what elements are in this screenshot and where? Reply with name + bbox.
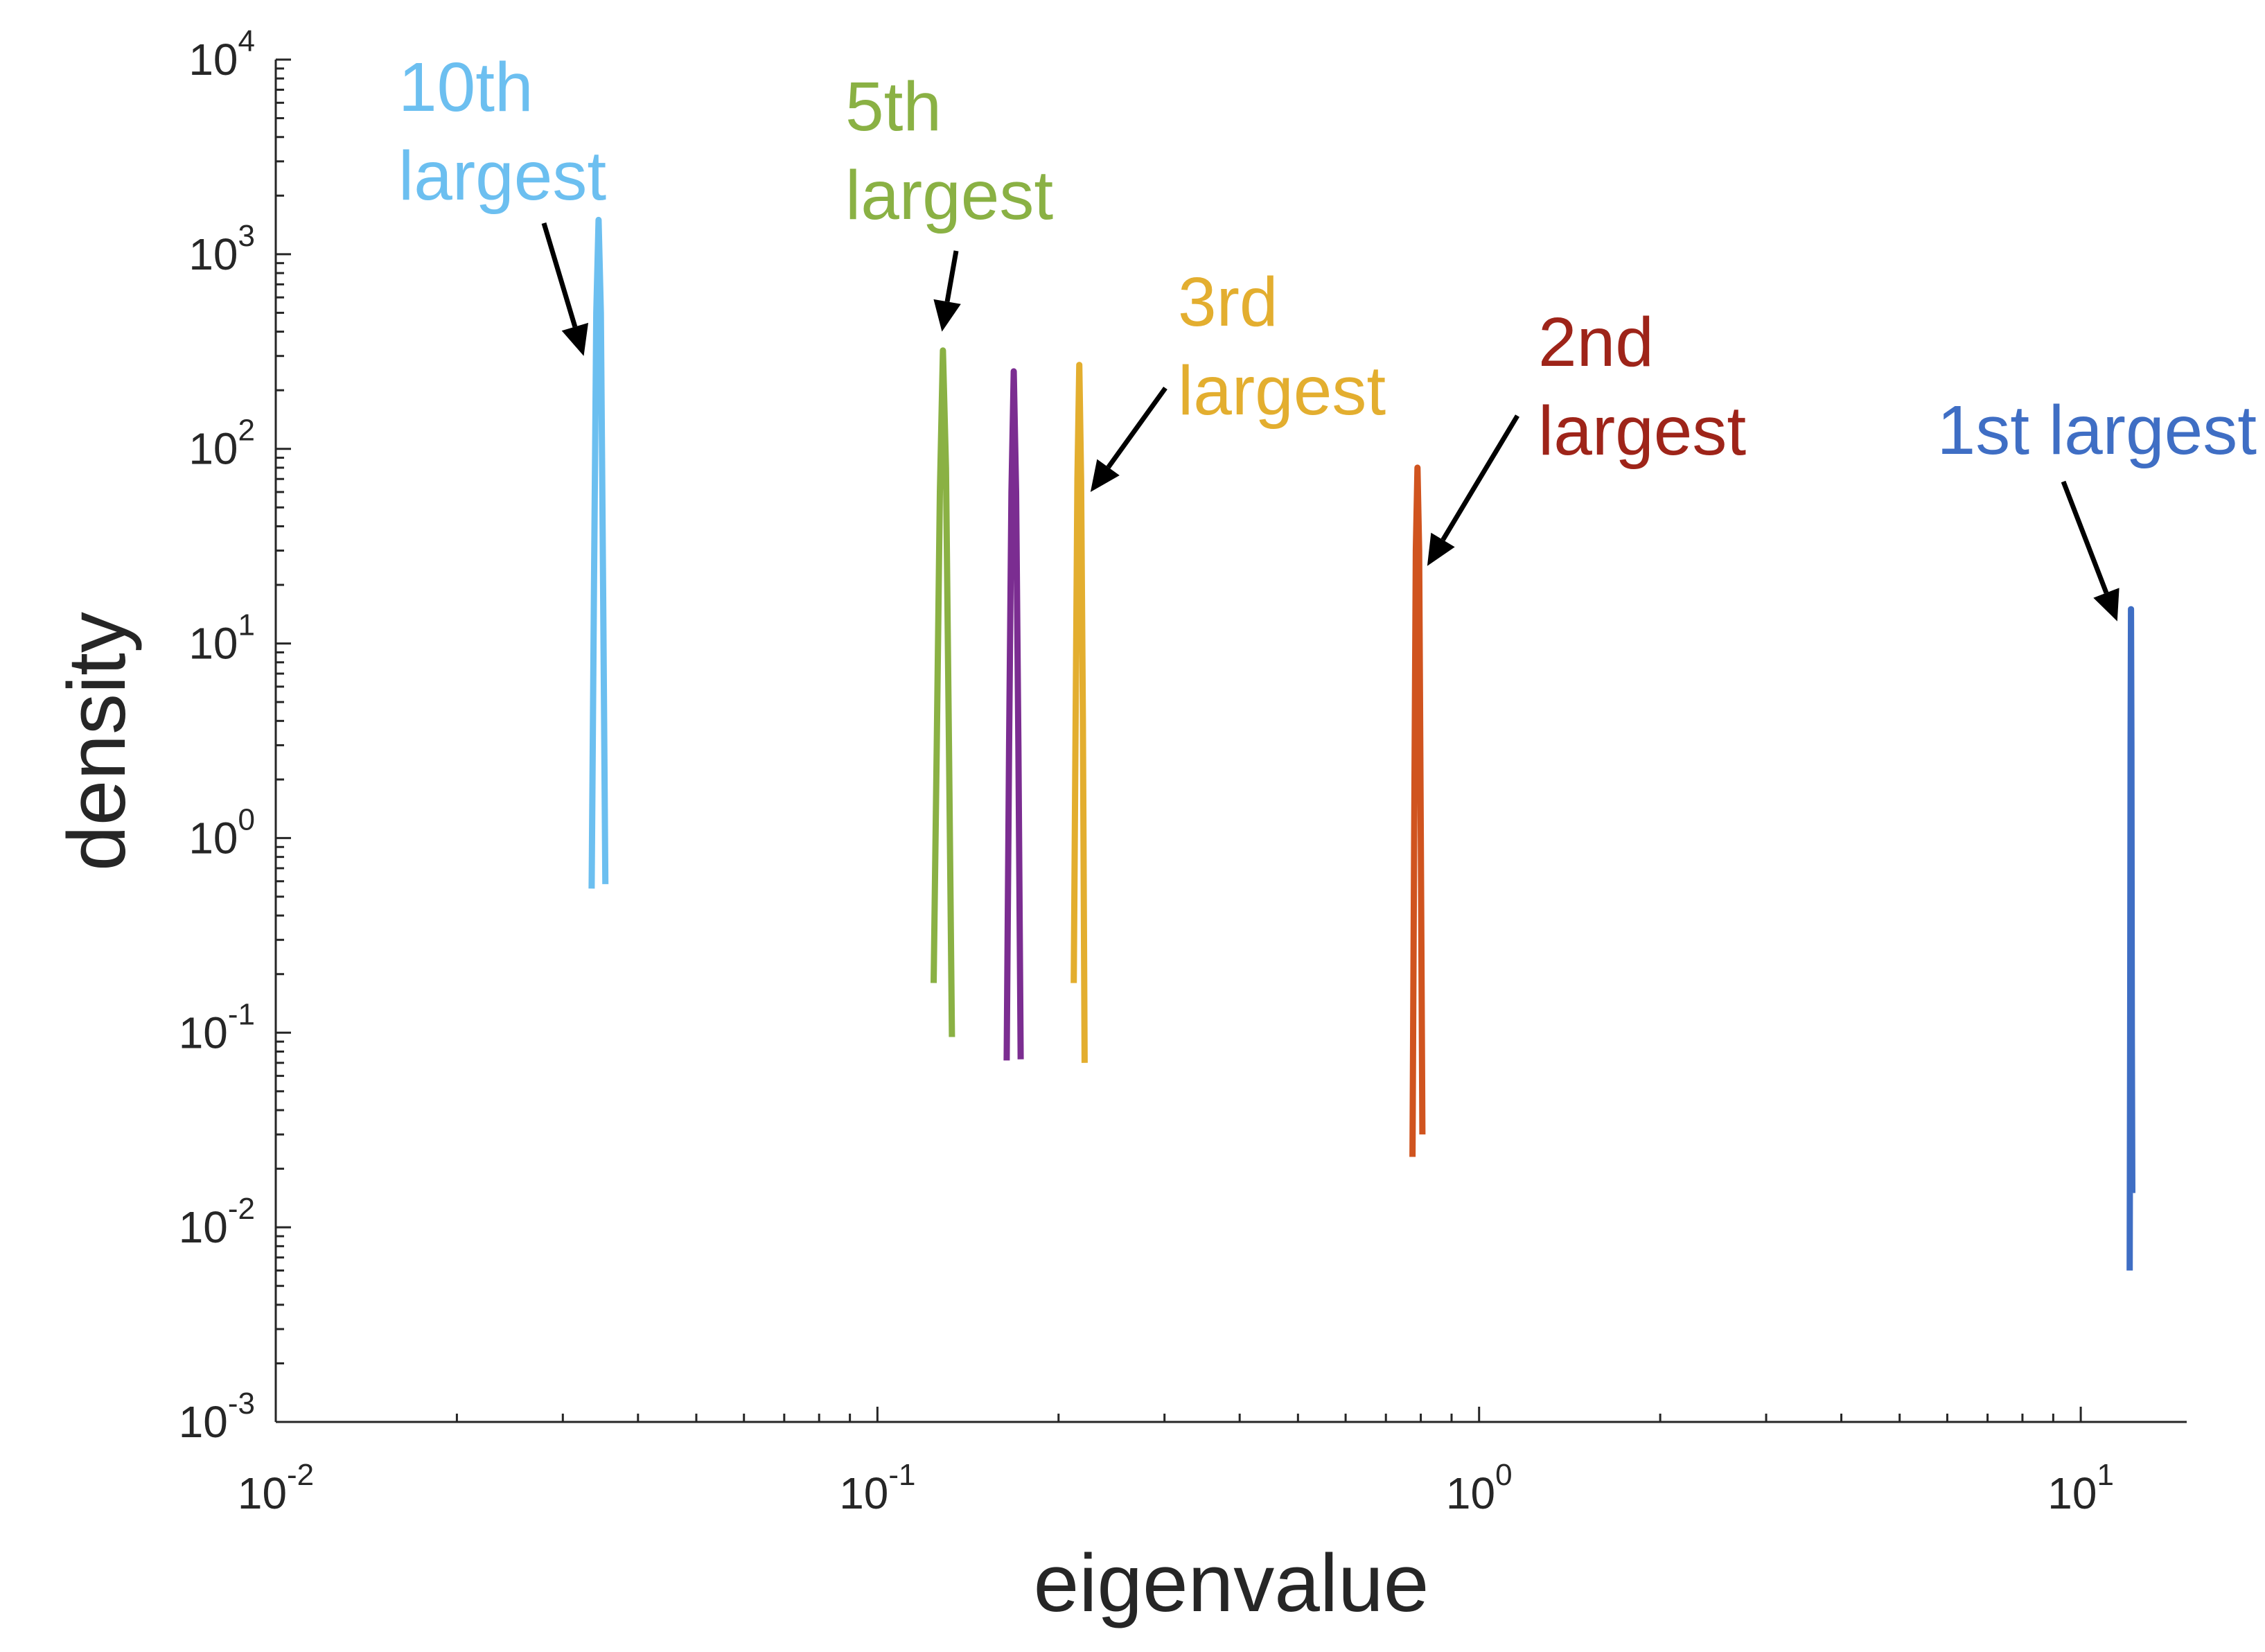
y-tick-label: 10-3 <box>179 1387 255 1447</box>
density-curve-2 <box>931 347 955 1037</box>
y-tick-label: 103 <box>188 219 255 279</box>
y-tick-label: 101 <box>188 608 255 669</box>
density-curves <box>588 216 2135 1271</box>
y-axis-title: density <box>51 612 143 871</box>
annotation-arrow <box>944 250 959 302</box>
x-tick-label: 101 <box>2047 1458 2114 1518</box>
annotation-arrow <box>2061 480 2109 594</box>
annotation-arrow <box>1440 414 1520 541</box>
y-tick-labels: 10-3 10-2 10-1 100 101 102 103 104 <box>179 24 255 1447</box>
annotation-arrowhead <box>1090 459 1120 493</box>
density-curve-3 <box>1003 368 1024 1061</box>
annotation-arrow <box>1106 386 1167 469</box>
x-tick-label: 10-2 <box>238 1458 314 1518</box>
x-ticks <box>274 1407 2082 1422</box>
annotation-label: 10th largest <box>398 49 606 215</box>
y-tick-label: 102 <box>188 414 255 474</box>
x-tick-labels: 10-2 10-1 100 101 <box>238 1458 2114 1518</box>
density-curve-5 <box>1409 464 1426 1157</box>
annotation-arrowhead <box>933 299 961 332</box>
y-ticks <box>276 58 291 1423</box>
density-curve-6 <box>2126 606 2135 1271</box>
annotation-arrow <box>541 222 578 328</box>
axes <box>274 60 2187 1423</box>
annotation-label: 5th largest <box>845 68 1053 234</box>
density-curve-1 <box>588 216 609 889</box>
annotation-arrowhead <box>2093 588 2119 622</box>
annotation-arrowhead <box>1427 532 1455 566</box>
y-tick-label: 104 <box>188 24 255 85</box>
y-tick-label: 100 <box>188 802 255 863</box>
x-tick-label: 100 <box>1446 1458 1513 1518</box>
annotation-arrowhead <box>561 322 589 356</box>
x-axis-title: eigenvalue <box>1034 1538 1429 1629</box>
annotation-label: 3rd largest <box>1178 263 1386 430</box>
y-tick-label: 10-1 <box>179 997 255 1057</box>
density-curve-4 <box>1070 362 1088 1063</box>
annotations: 10th largest 5th largest 3rd largest 2nd larges… <box>398 49 2257 622</box>
annotation-label: 2nd largest <box>1538 304 1746 470</box>
y-tick-label: 10-2 <box>179 1192 255 1252</box>
annotation-label: 1st largest <box>1937 392 2257 469</box>
x-tick-label: 10-1 <box>839 1458 915 1518</box>
